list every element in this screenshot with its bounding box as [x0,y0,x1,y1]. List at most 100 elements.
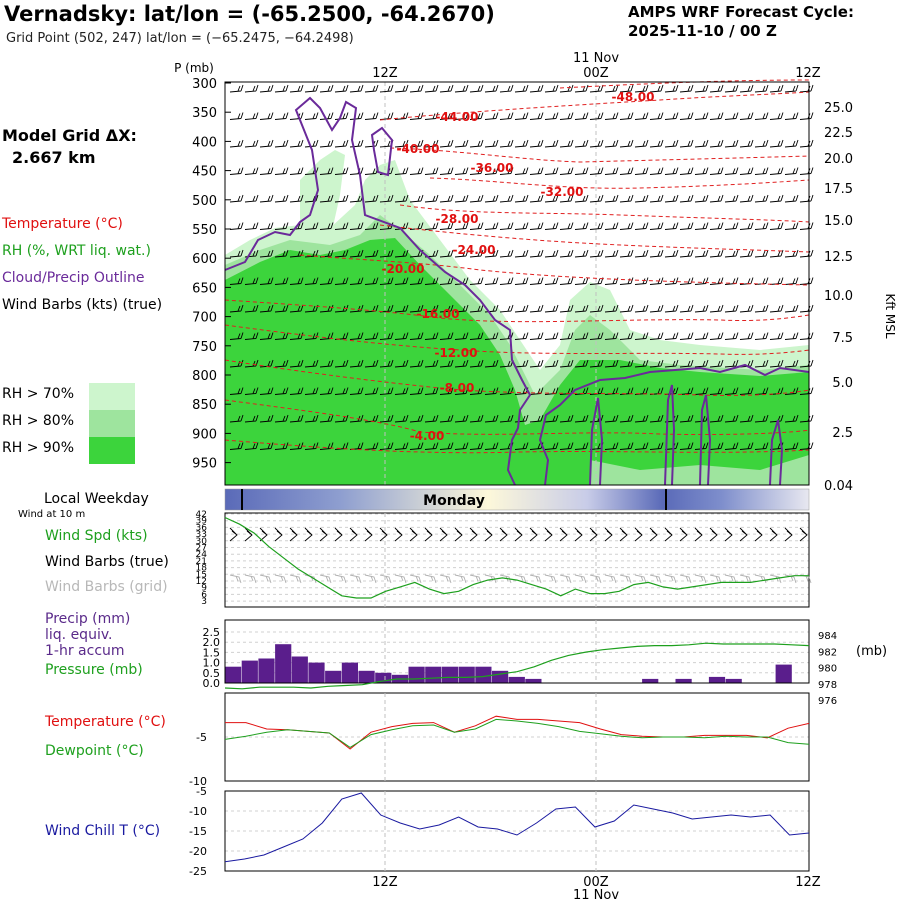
wind-barb [469,84,484,93]
grid-wind-barb [484,574,497,584]
wind-barb [754,194,769,203]
wind-barb [589,332,604,340]
wind-barb [724,167,739,175]
wind-barb [544,167,559,175]
surface-wind-barb [799,527,808,542]
wind-barb [784,194,799,203]
wind-barb [469,304,484,313]
wind-barb [454,112,469,120]
wind-barb [679,194,694,203]
wind-barb [289,332,304,340]
wind-barb [664,139,679,148]
wind-barb [784,222,799,230]
wind-barb [574,414,589,423]
surface-wind-barb [229,527,238,542]
wind-barb [439,414,454,423]
wind-barb [499,304,514,313]
wind-barb [409,442,424,450]
surface-wind-barb [424,527,433,542]
wind-barb [709,249,724,258]
wind-barb [784,84,799,93]
wind-barb [229,442,244,450]
cloud-outline-path [589,397,604,486]
forecast-cycle-label: AMPS WRF Forecast Cycle: [628,3,854,21]
contour-line [389,147,810,163]
wind-barb [649,359,664,368]
wind-barb [334,167,349,175]
rh-fill-layer [225,150,809,485]
contour-labels: -48.00 -44.00 -40.00 -36.00 -32.00 -28.0… [382,90,655,443]
wind-barb [319,414,334,423]
grid-wind-barb [319,574,332,584]
grid-wind-barb [469,574,482,584]
wind-barb [724,332,739,340]
wind-barb [559,139,574,148]
page-title: Vernadsky: lat/lon = (-65.2500, -64.2670… [4,2,495,26]
surface-wind-barb [709,527,718,542]
precip-bar [642,678,659,683]
pressure-tick: 984 [818,631,837,642]
surface-wind-barb [574,527,583,542]
wind-barb [469,414,484,423]
wind-barb [379,414,394,423]
cloud-outline [224,96,810,486]
wind-barb [454,194,469,203]
precip-bar [225,666,242,683]
wind-barb [439,277,454,285]
wind-barb [409,167,424,175]
wind-barb [739,414,754,423]
wind-tick: 24 [196,550,208,560]
wind-barb [694,167,709,175]
cloud-outline-path [370,126,394,177]
contour-label: -12.00 [435,346,478,360]
precip-bar [375,672,392,683]
wind-barb [679,222,694,230]
rh70-swatch [89,383,135,410]
bottom-date-label: 11 Nov [573,888,619,900]
wind-barb [754,167,769,175]
wind-barb [304,84,319,93]
wind-barb [649,249,664,258]
wind-barb [739,249,754,258]
wind-barb [274,304,289,313]
wind-barb [244,332,259,340]
wind-barb [589,139,604,148]
wind-barb [424,304,439,313]
wind-barb [529,304,544,313]
wind-barb [634,304,649,313]
wind-tick: 42 [196,510,207,520]
wind-speed-line [224,516,809,599]
wind-tick: 33 [196,530,207,540]
surface-wind-barb [394,527,403,542]
wind-barb [514,167,529,175]
wind-barb [349,387,364,395]
wind-barb [634,414,649,423]
wind-barb [604,304,619,313]
wind-barb [424,167,439,175]
contour-label: -32.00 [541,185,584,199]
wind-barb [769,112,784,120]
wind-barb [304,112,319,120]
weekday-bar [224,488,810,511]
wind-barb [634,112,649,120]
temp-tick: -10 [189,775,207,788]
wind-barb [649,139,664,148]
wind-barb [619,139,634,148]
bottom-time-label: 12Z [795,875,821,890]
pressure-tick: 950 [192,457,217,472]
pressure-tick: 900 [192,427,217,442]
wind-barb [394,194,409,203]
wind-barb [334,222,349,230]
height-axis: 25.0 22.5 20.0 17.5 15.0 12.5 10.0 7.5 5.0 2.5 0.0… [824,101,853,494]
wind-barb [574,222,589,230]
wind-barb [514,194,529,203]
wind-tick: 9 [201,584,207,594]
wind-barb [694,387,709,395]
wind-barb [589,167,604,175]
legend-wind-barbs: Wind Barbs (kts) (true) [2,297,163,313]
wind-barb [349,222,364,230]
pressure-tick: 976 [818,696,837,707]
legend-temperature: Temperature (°C) [2,216,123,232]
bottom-time-label: 12Z [372,875,398,890]
wind-barb [589,359,604,368]
